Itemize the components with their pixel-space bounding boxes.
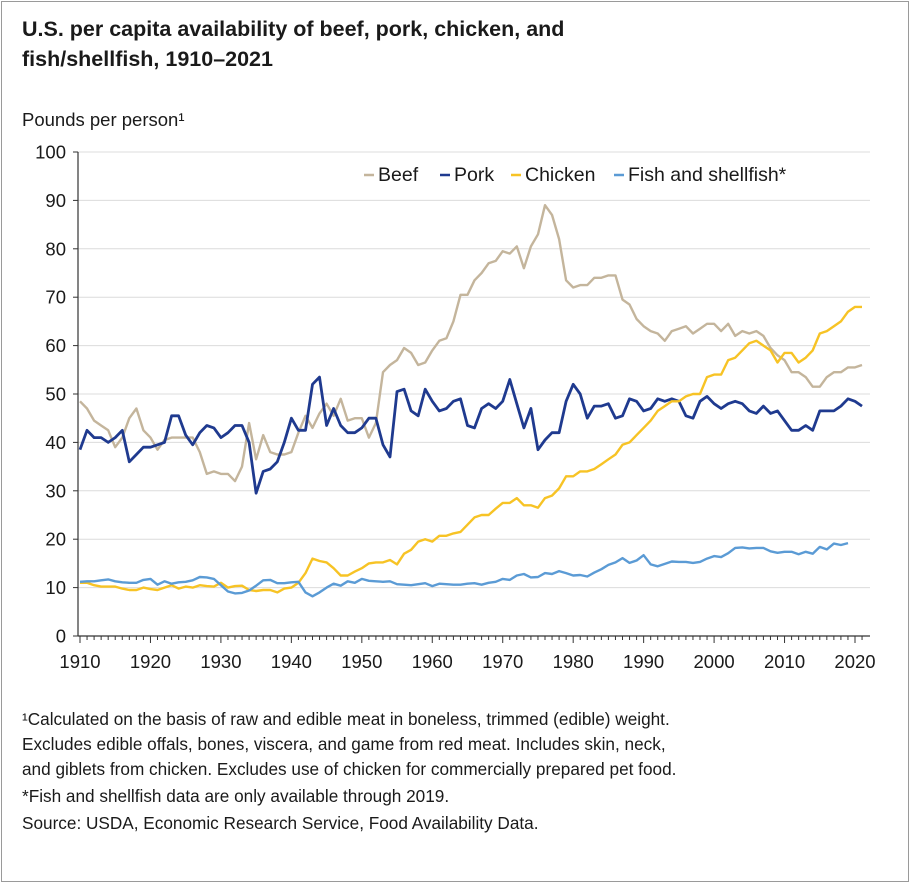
series-line-beef <box>79 203 863 483</box>
y-tick-label: 10 <box>45 577 66 598</box>
legend-label: Chicken <box>525 164 595 186</box>
y-tick-label: 70 <box>45 287 66 308</box>
x-tick-label: 1950 <box>341 651 382 672</box>
y-tick-label: 20 <box>45 529 66 550</box>
x-tick-label: 1980 <box>553 651 594 672</box>
y-tick-label: 100 <box>35 142 66 163</box>
legend: Beef Pork Chicken Fish and shellfish* <box>364 164 787 186</box>
footnotes: ¹Calculated on the basis of raw and edib… <box>22 707 902 836</box>
gridlines <box>73 151 870 643</box>
x-tick-label: 1960 <box>412 651 453 672</box>
x-tick-label: 2010 <box>764 651 805 672</box>
footnote-1: ¹Calculated on the basis of raw and edib… <box>22 709 670 729</box>
y-tick-label: 80 <box>45 238 66 259</box>
title-line-1: U.S. per capita availability of beef, po… <box>22 17 565 41</box>
y-tick-labels: 0 10 20 30 40 50 60 70 80 90 100 <box>35 142 66 647</box>
chart-title: U.S. per capita availability of beef, po… <box>22 14 722 74</box>
legend-label: Fish and shellfish* <box>628 164 787 186</box>
x-tick-label: 1920 <box>130 651 171 672</box>
source-note: Source: USDA, Economic Research Service,… <box>22 813 539 833</box>
x-tick-label: 1990 <box>623 651 664 672</box>
y-tick-label: 50 <box>45 384 66 405</box>
y-tick-label: 90 <box>45 190 66 211</box>
series-line-chicken <box>80 305 862 594</box>
x-tick-label: 2000 <box>694 651 735 672</box>
y-tick-label: 0 <box>56 626 66 647</box>
series-lines <box>78 203 863 598</box>
x-tick-label: 1930 <box>200 651 241 672</box>
x-tick-labels: 1910 1920 1930 1940 1950 1960 1970 1980 1990 2000… <box>59 651 875 672</box>
series-line-fish-and-shellfish <box>79 541 849 598</box>
y-tick-label: 40 <box>45 432 66 453</box>
y-tick-label: 30 <box>45 480 66 501</box>
legend-label: Beef <box>378 164 419 186</box>
x-tick-label: 2020 <box>834 651 875 672</box>
x-tick-label: 1910 <box>59 651 100 672</box>
legend-label: Pork <box>454 164 494 186</box>
footnote-3: and giblets from chicken. Excludes use o… <box>22 759 677 779</box>
x-tick-label: 1970 <box>482 651 523 672</box>
title-line-2: fish/shellfish, 1910–2021 <box>22 47 273 71</box>
y-tick-label: 60 <box>45 335 66 356</box>
footnote-2: Excludes edible offals, bones, viscera, … <box>22 734 666 754</box>
y-axis-label: Pounds per person¹ <box>22 109 185 130</box>
series-line-pork <box>78 375 863 495</box>
x-tick-label: 1940 <box>271 651 312 672</box>
footnote-fish: *Fish and shellfish data are only availa… <box>22 786 450 806</box>
